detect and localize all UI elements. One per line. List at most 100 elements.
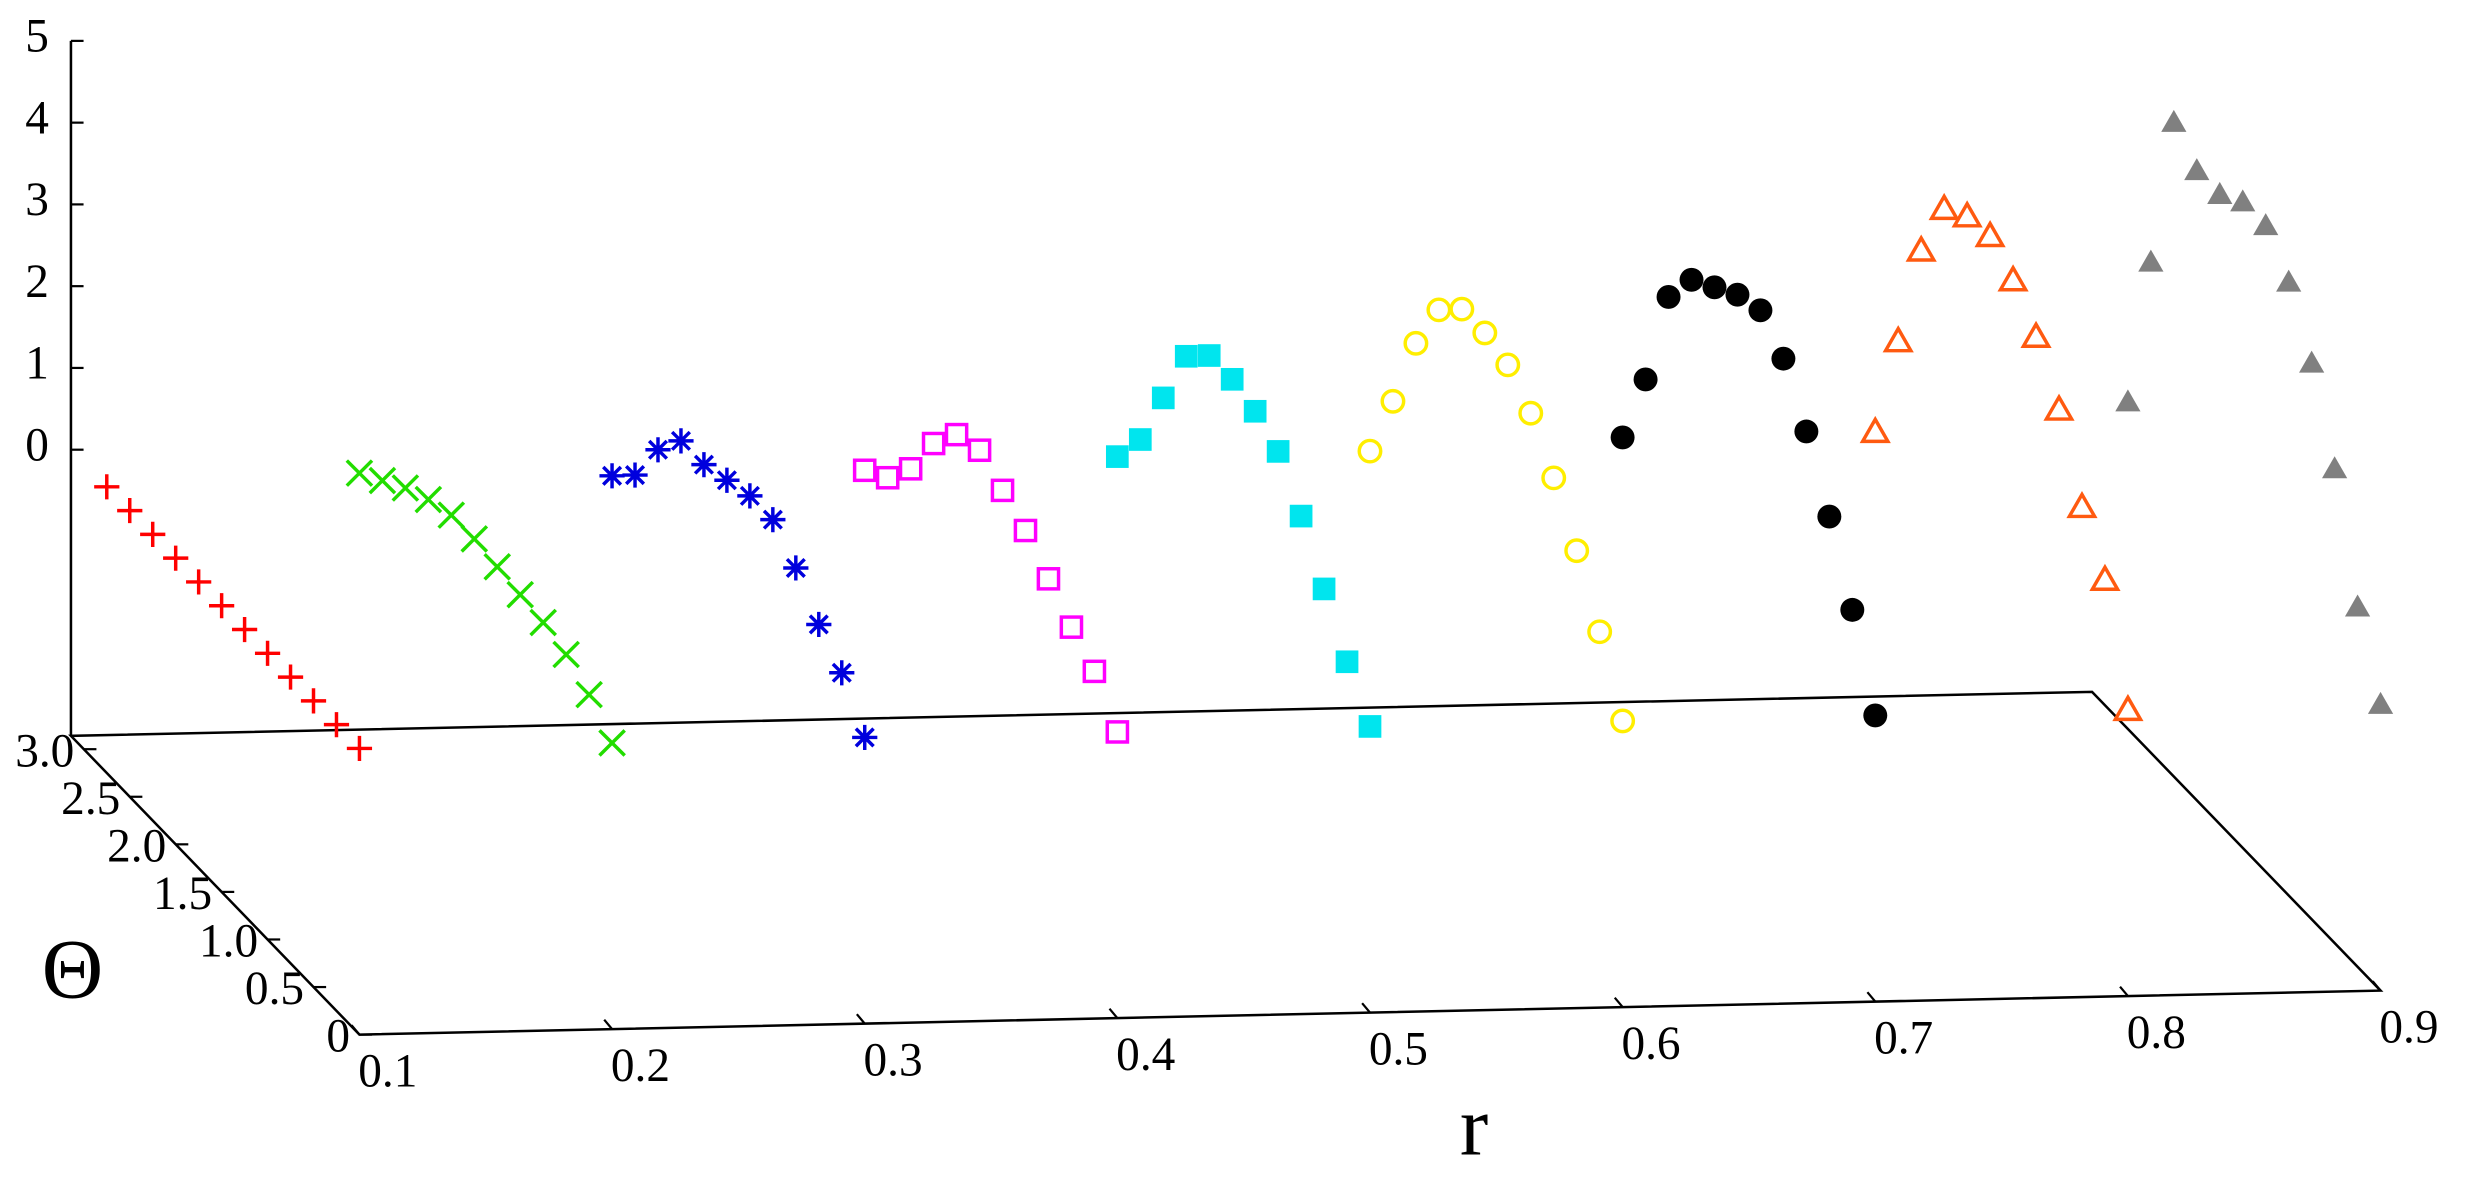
y-tick-label: 0.5 bbox=[245, 963, 304, 1015]
point bbox=[2066, 490, 2098, 519]
point bbox=[1928, 192, 1960, 221]
point bbox=[2322, 456, 2348, 479]
z-tick-label: 4 bbox=[25, 93, 49, 145]
x-tick-label: 0.5 bbox=[1369, 1023, 1428, 1075]
point bbox=[1013, 518, 1038, 543]
point bbox=[2112, 693, 2144, 722]
point bbox=[1610, 425, 1635, 450]
point bbox=[1220, 367, 1244, 391]
z-tick-label: 3 bbox=[25, 174, 49, 226]
point bbox=[437, 501, 466, 529]
x-tick-label: 0.7 bbox=[1874, 1012, 1933, 1064]
point bbox=[1518, 400, 1544, 426]
point bbox=[806, 611, 832, 638]
point bbox=[1036, 567, 1061, 591]
point bbox=[2344, 594, 2371, 617]
point bbox=[254, 640, 281, 666]
x-tick bbox=[2119, 985, 2129, 997]
point bbox=[368, 466, 397, 495]
point bbox=[2207, 181, 2233, 204]
point bbox=[1633, 367, 1658, 392]
point bbox=[1449, 296, 1475, 322]
point bbox=[1357, 438, 1383, 464]
point bbox=[2184, 158, 2210, 181]
x-tick-label: 0.8 bbox=[2127, 1007, 2186, 1059]
point bbox=[323, 712, 350, 738]
point bbox=[1882, 325, 1914, 353]
point bbox=[460, 525, 489, 553]
point bbox=[2043, 393, 2075, 421]
point bbox=[163, 545, 189, 571]
y-axis-label: Θ bbox=[42, 923, 103, 1017]
x-tick bbox=[1613, 996, 1624, 1008]
point bbox=[691, 452, 717, 478]
floor-frame bbox=[68, 690, 2384, 1036]
point bbox=[1541, 465, 1567, 491]
point bbox=[599, 463, 625, 489]
z-tick-label: 1 bbox=[25, 338, 49, 390]
x-tick bbox=[1866, 991, 1877, 1003]
point bbox=[645, 437, 671, 463]
x-tick bbox=[350, 1024, 361, 1036]
point bbox=[1748, 298, 1773, 323]
z-tick-label: 2 bbox=[25, 256, 49, 308]
point bbox=[852, 724, 878, 751]
point bbox=[1403, 330, 1429, 356]
point bbox=[2230, 189, 2256, 212]
point bbox=[1335, 650, 1359, 674]
point bbox=[1905, 234, 1937, 262]
x-tick bbox=[1108, 1007, 1119, 1019]
point bbox=[346, 735, 373, 762]
point bbox=[760, 507, 786, 533]
point bbox=[1702, 275, 1727, 300]
point bbox=[575, 680, 603, 709]
point bbox=[1725, 282, 1750, 307]
y-tick-label: 2.0 bbox=[107, 821, 166, 873]
point bbox=[529, 608, 558, 637]
point bbox=[300, 688, 327, 714]
point bbox=[1151, 386, 1175, 410]
point bbox=[2276, 269, 2302, 292]
point bbox=[1082, 659, 1107, 684]
point bbox=[414, 485, 443, 514]
point bbox=[1863, 703, 1888, 728]
point bbox=[714, 467, 740, 493]
point bbox=[1312, 577, 1336, 601]
point bbox=[186, 569, 212, 595]
x-tick-label: 0.3 bbox=[864, 1034, 923, 1086]
point bbox=[2138, 249, 2164, 272]
x-tick bbox=[603, 1018, 613, 1030]
point bbox=[231, 616, 258, 643]
point bbox=[921, 431, 946, 456]
x-tick-label: 0.2 bbox=[611, 1040, 670, 1092]
point bbox=[622, 462, 648, 488]
point bbox=[1771, 346, 1796, 371]
point bbox=[1679, 267, 1704, 292]
point bbox=[737, 483, 763, 509]
x-tick-label: 0.6 bbox=[1621, 1018, 1680, 1070]
point bbox=[1656, 284, 1681, 309]
point bbox=[898, 457, 923, 481]
point bbox=[967, 438, 992, 463]
point bbox=[875, 465, 900, 490]
point bbox=[1472, 320, 1498, 346]
point bbox=[1817, 504, 1842, 529]
point bbox=[1266, 440, 1290, 463]
point bbox=[1426, 297, 1452, 323]
point bbox=[1587, 619, 1613, 645]
x-tick-label: 0.1 bbox=[358, 1045, 417, 1097]
y-tick-label: 3.0 bbox=[15, 725, 74, 777]
point bbox=[1380, 388, 1406, 414]
point bbox=[2161, 109, 2187, 132]
point bbox=[783, 555, 809, 581]
y-tick-label: 1.5 bbox=[153, 868, 212, 920]
point bbox=[1997, 264, 2029, 292]
point bbox=[1794, 419, 1819, 444]
point bbox=[1174, 344, 1198, 368]
point bbox=[94, 474, 120, 500]
x-tick bbox=[2371, 980, 2382, 992]
point bbox=[483, 552, 512, 581]
point bbox=[668, 428, 694, 454]
